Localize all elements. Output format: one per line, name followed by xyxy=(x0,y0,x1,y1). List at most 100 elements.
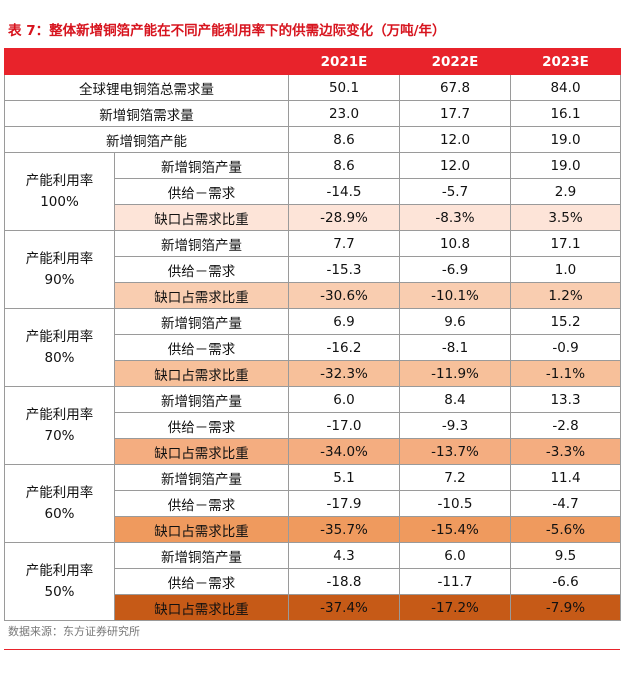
cell-value: -10.1% xyxy=(399,282,511,309)
cell-value: -7.9% xyxy=(510,594,621,621)
cell-value: 16.1 xyxy=(510,100,621,127)
utilization-label: 产能利用率 xyxy=(25,328,94,345)
cell-value: 8.6 xyxy=(288,152,400,179)
cell-value: -37.4% xyxy=(288,594,400,621)
cell-value: 13.3 xyxy=(510,386,621,413)
table-row: 新增铜箔需求量 23.0 17.7 16.1 xyxy=(4,100,621,127)
row-label: 新增铜箔产量 xyxy=(114,386,289,413)
cell-value: 2.9 xyxy=(510,178,621,205)
cell-value: 17.7 xyxy=(399,100,511,127)
table-row: 缺口占需求比重 -34.0% -13.7% -3.3% xyxy=(5,438,621,465)
cell-value: -8.1 xyxy=(399,334,511,361)
cell-value: -17.9 xyxy=(288,490,400,517)
row-label: 新增铜箔产量 xyxy=(114,464,289,491)
row-label: 新增铜箔产量 xyxy=(114,542,289,569)
group-label: 产能利用率 60% xyxy=(4,464,115,543)
utilization-label: 产能利用率 xyxy=(25,562,94,579)
cell-value: -32.3% xyxy=(288,360,400,387)
row-label: 缺口占需求比重 xyxy=(114,438,289,465)
table-row: 新增铜箔产能 8.6 12.0 19.0 xyxy=(4,126,621,153)
table-row: 全球锂电铜箔总需求量 50.1 67.8 84.0 xyxy=(4,74,621,101)
table-row: 产能利用率 100% 新增铜箔产量 8.6 12.0 19.0 xyxy=(4,152,621,231)
table-body: 2021E 2022E 2023E 全球锂电铜箔总需求量 50.1 67.8 84.0 新增铜… xyxy=(4,48,621,621)
table-row: 缺口占需求比重 -35.7% -15.4% -5.6% xyxy=(5,516,621,543)
cell-value: -34.0% xyxy=(288,438,400,465)
header-corner xyxy=(4,48,289,75)
utilization-rate: 100% xyxy=(40,193,79,210)
table-row: 供给－需求 -16.2 -8.1 -0.9 xyxy=(5,334,621,361)
cell-value: -14.5 xyxy=(288,178,400,205)
cell-value: -11.7 xyxy=(399,568,511,595)
cell-value: -5.7 xyxy=(399,178,511,205)
table-row: 供给－需求 -17.0 -9.3 -2.8 xyxy=(5,412,621,439)
cell-value: 8.6 xyxy=(288,126,400,153)
row-label: 供给－需求 xyxy=(114,568,289,595)
year-header: 2023E xyxy=(510,48,621,75)
cell-value: 5.1 xyxy=(288,464,400,491)
row-label: 缺口占需求比重 xyxy=(114,360,289,387)
cell-value: 10.8 xyxy=(399,230,511,257)
cell-value: 4.3 xyxy=(288,542,400,569)
utilization-label: 产能利用率 xyxy=(25,484,94,501)
table-row: 缺口占需求比重 -30.6% -10.1% 1.2% xyxy=(5,282,621,309)
year-header: 2022E xyxy=(399,48,511,75)
header-row: 2021E 2022E 2023E xyxy=(4,48,621,75)
cell-value: 7.7 xyxy=(288,230,400,257)
cell-value: 8.4 xyxy=(399,386,511,413)
year-header: 2021E xyxy=(288,48,400,75)
row-label: 新增铜箔产能 xyxy=(4,126,289,153)
cell-value: -8.3% xyxy=(399,204,511,231)
cell-value: -2.8 xyxy=(510,412,621,439)
group-label: 产能利用率 90% xyxy=(4,230,115,309)
cell-value: -10.5 xyxy=(399,490,511,517)
cell-value: -17.0 xyxy=(288,412,400,439)
cell-value: -0.9 xyxy=(510,334,621,361)
cell-value: 7.2 xyxy=(399,464,511,491)
table-row: 产能利用率 70% 新增铜箔产量 6.0 8.4 13.3 xyxy=(4,386,621,465)
source-note: 数据来源：东方证券研究所 xyxy=(8,625,140,638)
group-label: 产能利用率 80% xyxy=(4,308,115,387)
cell-value: -15.3 xyxy=(288,256,400,283)
utilization-rate: 70% xyxy=(44,427,75,444)
cell-value: 9.6 xyxy=(399,308,511,335)
group-label: 产能利用率 50% xyxy=(4,542,115,621)
cell-value: 50.1 xyxy=(288,74,400,101)
row-label: 新增铜箔产量 xyxy=(114,230,289,257)
cell-value: -28.9% xyxy=(288,204,400,231)
cell-value: 1.0 xyxy=(510,256,621,283)
row-label: 缺口占需求比重 xyxy=(114,594,289,621)
utilization-rate: 80% xyxy=(44,349,75,366)
cell-value: 12.0 xyxy=(399,126,511,153)
cell-value: 84.0 xyxy=(510,74,621,101)
cell-value: -17.2% xyxy=(399,594,511,621)
cell-value: -5.6% xyxy=(510,516,621,543)
cell-value: -11.9% xyxy=(399,360,511,387)
cell-value: 17.1 xyxy=(510,230,621,257)
utilization-label: 产能利用率 xyxy=(25,250,94,267)
table-row: 供给－需求 -14.5 -5.7 2.9 xyxy=(5,178,621,205)
table-row: 供给－需求 -18.8 -11.7 -6.6 xyxy=(5,568,621,595)
cell-value: 1.2% xyxy=(510,282,621,309)
utilization-rate: 90% xyxy=(44,271,75,288)
cell-value: 9.5 xyxy=(510,542,621,569)
cell-value: 11.4 xyxy=(510,464,621,491)
cell-value: -4.7 xyxy=(510,490,621,517)
table-row: 供给－需求 -15.3 -6.9 1.0 xyxy=(5,256,621,283)
utilization-rate: 50% xyxy=(44,583,75,600)
cell-value: 19.0 xyxy=(510,126,621,153)
cell-value: -13.7% xyxy=(399,438,511,465)
table-row: 产能利用率 60% 新增铜箔产量 5.1 7.2 11.4 xyxy=(4,464,621,543)
table-row: 产能利用率 80% 新增铜箔产量 6.9 9.6 15.2 xyxy=(4,308,621,387)
row-label: 供给－需求 xyxy=(114,412,289,439)
cell-value: 3.5% xyxy=(510,204,621,231)
cell-value: 6.0 xyxy=(399,542,511,569)
cell-value: 6.0 xyxy=(288,386,400,413)
cell-value: -15.4% xyxy=(399,516,511,543)
table-title: 表 7：整体新增铜箔产能在不同产能利用率下的供需边际变化（万吨/年） xyxy=(8,23,446,39)
row-label: 供给－需求 xyxy=(114,334,289,361)
row-label: 新增铜箔产量 xyxy=(114,308,289,335)
cell-value: -35.7% xyxy=(288,516,400,543)
group-label: 产能利用率 70% xyxy=(4,386,115,465)
cell-value: 67.8 xyxy=(399,74,511,101)
